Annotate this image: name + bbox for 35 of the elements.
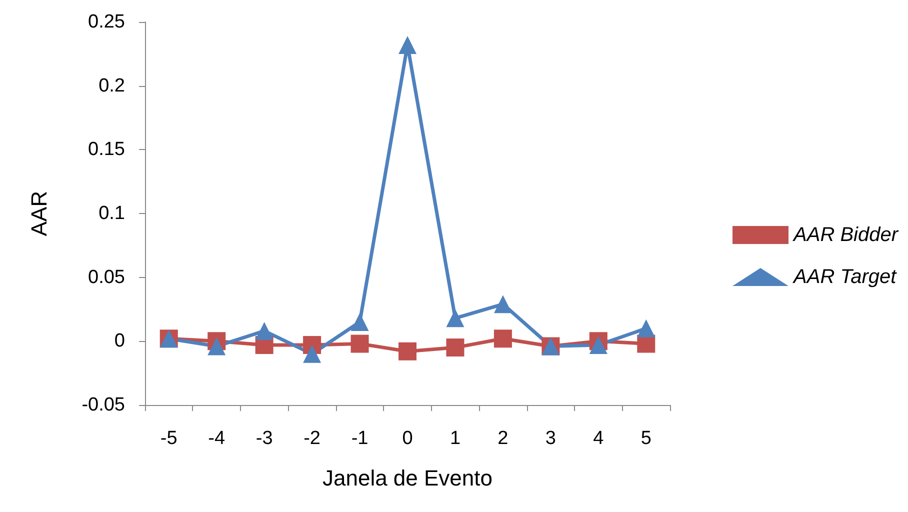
y-tick-label: 0.2 bbox=[98, 75, 125, 96]
point bbox=[303, 344, 322, 363]
x-tick-label: -2 bbox=[304, 428, 320, 449]
x-tick-label: 1 bbox=[450, 428, 461, 449]
x-tick-label: 3 bbox=[545, 428, 556, 449]
point bbox=[350, 313, 369, 332]
point bbox=[398, 342, 416, 360]
point bbox=[589, 336, 608, 354]
y-tick-label: 0.1 bbox=[98, 203, 125, 224]
x-axis-title: Janela de Evento bbox=[322, 466, 493, 490]
y-tick-label: 0 bbox=[114, 330, 125, 352]
x-tick-label: -3 bbox=[256, 428, 273, 449]
point bbox=[208, 337, 226, 356]
y-tick-label: 0.25 bbox=[88, 12, 125, 32]
point bbox=[398, 36, 416, 54]
point bbox=[494, 330, 512, 348]
y-axis-title: AAR bbox=[26, 190, 52, 236]
legend-label: AAR Target bbox=[792, 266, 898, 288]
point bbox=[494, 295, 512, 314]
point bbox=[255, 322, 274, 340]
point bbox=[350, 334, 369, 353]
x-tick-label: -5 bbox=[160, 428, 178, 449]
x-tick-label: 0 bbox=[402, 428, 413, 449]
x-tick-label: 2 bbox=[498, 428, 508, 449]
legend-label: AAR Bidder bbox=[792, 224, 900, 246]
x-tick-label: 5 bbox=[640, 428, 652, 449]
x-tick-label: 4 bbox=[593, 428, 604, 449]
point bbox=[446, 309, 464, 328]
point bbox=[637, 319, 656, 338]
x-tick-label: -1 bbox=[351, 428, 368, 449]
x-tick-label: -4 bbox=[208, 428, 226, 449]
y-tick-label: 0.15 bbox=[88, 139, 125, 160]
y-tick-label: 0.05 bbox=[88, 266, 125, 288]
point bbox=[446, 338, 464, 357]
y-tick-label: -0.05 bbox=[82, 394, 125, 416]
